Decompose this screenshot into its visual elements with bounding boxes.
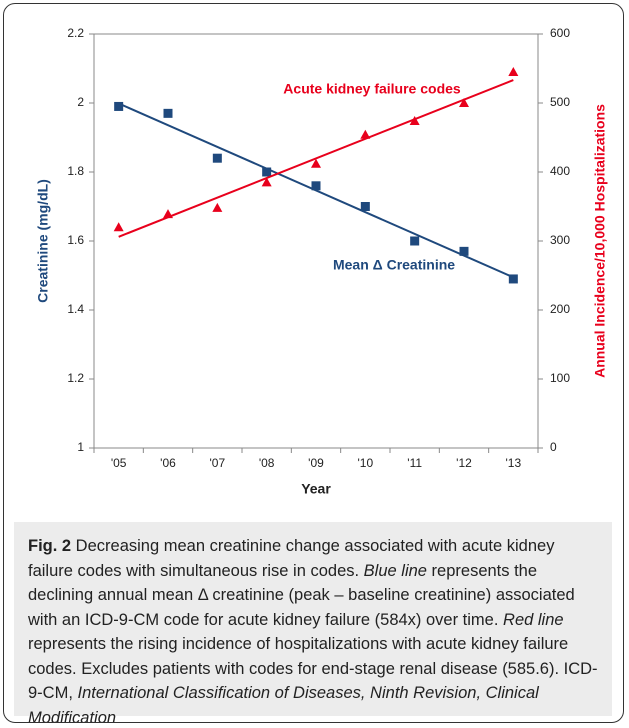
x-tick-label: '11 <box>407 456 422 470</box>
data-point <box>163 209 173 219</box>
y-tick-label: 1.8 <box>67 164 84 178</box>
y-tick-label: 1.4 <box>67 302 84 316</box>
data-point <box>360 202 370 211</box>
x-tick-label: '05 <box>111 456 127 470</box>
x-tick-label: '09 <box>308 456 324 470</box>
x-axis-label: Year <box>301 481 331 497</box>
data-point <box>261 177 272 187</box>
data-point <box>114 101 124 111</box>
data-point <box>262 167 272 177</box>
y2-tick-label: 600 <box>550 26 570 40</box>
caption-text: Red line <box>503 610 564 629</box>
data-point <box>212 202 223 212</box>
y2-tick-label: 500 <box>550 95 570 109</box>
caption-text: represents the rising incidence of hospi… <box>28 635 598 702</box>
y2-tick-label: 100 <box>550 371 570 385</box>
x-tick-label: '12 <box>456 456 472 470</box>
data-point <box>410 236 420 246</box>
y-tick-label: 1.6 <box>67 233 84 247</box>
caption-text: Blue line <box>363 561 427 580</box>
data-point <box>508 274 518 284</box>
figure-frame: 1 1.2 1.4 1.6 1.8 2 2.2 0 100 200 300 400 500 600 '05 '… <box>3 3 624 723</box>
y2-tick-label: 400 <box>550 164 570 178</box>
figure-label: Fig. 2 <box>28 537 72 555</box>
x-tick-label: '08 <box>259 456 275 470</box>
x-tick-label: '10 <box>358 456 374 470</box>
y-tick-label: 1 <box>77 440 84 454</box>
data-point <box>113 222 124 232</box>
data-point <box>212 153 222 163</box>
data-point <box>360 129 371 139</box>
y2-tick-label: 300 <box>550 233 570 247</box>
data-point <box>311 158 321 168</box>
y-tick-label: 2.2 <box>67 26 84 40</box>
caption-text: represents the declining annual mean Δ c… <box>28 561 575 629</box>
data-point <box>311 181 321 191</box>
data-point <box>459 246 469 256</box>
caption-text: International Classification of Diseases… <box>28 684 539 723</box>
data-point <box>459 98 469 107</box>
y2-tick-label: 0 <box>550 440 557 454</box>
data-point <box>508 66 519 76</box>
data-point <box>163 108 173 118</box>
caption-text: Decreasing mean creatinine change associ… <box>28 537 555 580</box>
trend-line <box>118 79 514 238</box>
y-tick-label: 2 <box>77 95 84 109</box>
caption: Fig. 2 Decreasing mean creatinine change… <box>14 522 612 722</box>
y-axis-label: Creatinine (mg/dL) <box>35 179 51 303</box>
x-tick-label: '07 <box>210 456 226 470</box>
data-point <box>409 115 420 125</box>
series-label: Acute kidney failure codes <box>283 81 461 97</box>
chart: 1 1.2 1.4 1.6 1.8 2 2.2 0 100 200 300 400 500 600 '05 '… <box>35 26 608 497</box>
y2-axis-label: Annual Incidence/10,000 Hospitalizations <box>592 104 608 378</box>
y2-tick-label: 200 <box>550 302 570 316</box>
series-label: Mean Δ Creatinine <box>333 257 455 273</box>
trend-line <box>118 102 514 279</box>
x-tick-label: '13 <box>506 456 522 470</box>
y-tick-label: 1.2 <box>67 371 84 385</box>
x-tick-label: '06 <box>160 456 176 470</box>
